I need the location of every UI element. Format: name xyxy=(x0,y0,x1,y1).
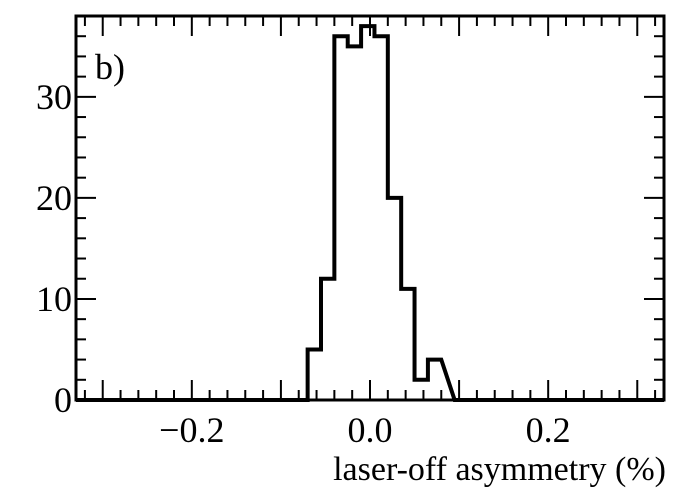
histogram-step-line xyxy=(76,24,664,402)
x-tick-label: −0.2 xyxy=(159,410,224,450)
y-tick-label: 20 xyxy=(36,178,72,218)
y-tick-label: 10 xyxy=(36,279,72,319)
plot-frame xyxy=(74,14,666,402)
y-tick-label: 30 xyxy=(36,77,72,117)
x-axis-label: laser-off asymmetry (%) xyxy=(333,451,666,488)
y-tick-label: 0 xyxy=(54,380,72,420)
x-tick-labels: −0.2 0.0 0.2 xyxy=(159,410,571,450)
y-tick-labels: 0 10 20 30 xyxy=(36,77,72,420)
tick-marks xyxy=(76,15,664,401)
panel-label: b) xyxy=(95,47,125,87)
x-tick-label: 0.0 xyxy=(348,410,393,450)
x-tick-label: 0.2 xyxy=(526,410,571,450)
